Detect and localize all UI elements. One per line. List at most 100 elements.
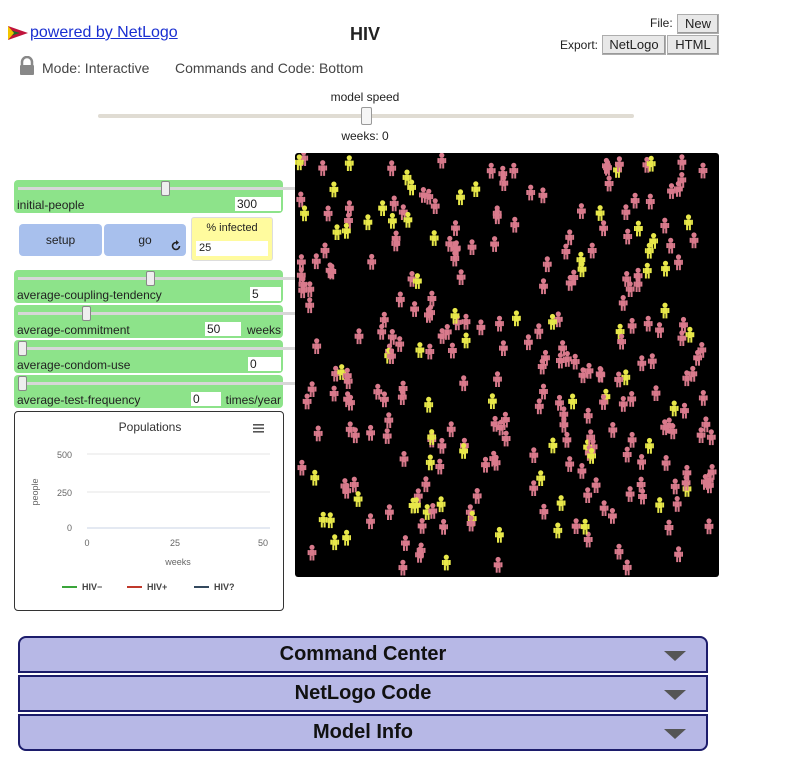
turtle-person (446, 421, 456, 438)
commands-position-toggle[interactable]: Commands and Code: Bottom (175, 60, 364, 76)
slider-handle[interactable] (161, 181, 171, 196)
model-info-panel[interactable]: Model Info (18, 714, 708, 751)
export-netlogo-button[interactable]: NetLogo (602, 35, 666, 55)
turtle-person (297, 254, 306, 270)
chevron-down-icon[interactable] (664, 690, 686, 700)
slider-average-test-frequency[interactable]: average-test-frequency 0 times/year (14, 375, 296, 408)
setup-button[interactable]: setup (19, 224, 102, 256)
netlogo-logo-icon (8, 26, 28, 40)
turtle-person (492, 208, 502, 225)
slider-handle[interactable] (18, 341, 27, 356)
turtle-person (450, 307, 460, 324)
new-button[interactable]: New (677, 14, 719, 34)
turtle-person (583, 407, 593, 424)
turtle-person (387, 160, 397, 177)
turtle-person (424, 396, 434, 413)
slider-handle[interactable] (82, 306, 91, 321)
turtle-person (630, 192, 640, 209)
legend-label[interactable]: HIV+ (147, 582, 167, 592)
slider-average-commitment[interactable]: average-commitment 50 weeks (14, 305, 296, 338)
slider-track[interactable] (18, 347, 296, 350)
turtle-person (649, 233, 658, 249)
turtle-person (318, 160, 328, 176)
turtle-person (596, 366, 606, 383)
turtle-person (685, 326, 695, 343)
turtle-person (305, 281, 315, 298)
slider-value[interactable]: 0 (191, 392, 221, 406)
chevron-down-icon[interactable] (664, 729, 686, 739)
turtle-person (382, 428, 392, 444)
turtle-person (354, 328, 364, 345)
turtle-person (509, 162, 519, 179)
turtle-person (461, 313, 471, 330)
turtle-person (332, 224, 342, 240)
slider-value[interactable]: 0 (248, 357, 281, 371)
slider-handle[interactable] (18, 376, 27, 391)
turtle-person (599, 220, 608, 237)
turtle-person (586, 429, 596, 445)
turtle-person (389, 195, 399, 212)
turtle-person (681, 474, 691, 491)
turtle-person (366, 513, 375, 530)
slider-initial-people[interactable]: initial-people 300 (14, 180, 296, 213)
turtle-person (388, 212, 397, 229)
turtle-person (325, 262, 335, 279)
slider-average-condom-use[interactable]: average-condom-use 0 (14, 340, 296, 373)
turtle-person (661, 260, 670, 277)
turtle-person (637, 355, 647, 372)
turtle-person (353, 491, 363, 507)
speed-slider-handle[interactable] (361, 107, 372, 125)
slider-label: initial-people (17, 198, 85, 212)
slider-unit: weeks (246, 323, 281, 337)
turtle-person (621, 204, 631, 220)
powered-by-netlogo-link[interactable]: powered by NetLogo (30, 24, 178, 41)
world-view[interactable] (295, 153, 719, 577)
turtle-person (704, 518, 714, 535)
turtle-person (669, 400, 679, 417)
slider-average-coupling-tendency[interactable]: average-coupling-tendency 5 (14, 270, 296, 303)
turtle-person (679, 316, 688, 333)
turtle-person (680, 402, 689, 419)
slider-track[interactable] (18, 187, 296, 190)
netlogo-code-panel[interactable]: NetLogo Code (18, 675, 708, 712)
slider-track[interactable] (18, 382, 296, 385)
legend-label[interactable]: HIV? (214, 582, 235, 592)
plot-svg: Populations 500 250 0 0 25 50 weeks peop… (30, 420, 270, 592)
command-center-panel[interactable]: Command Center (18, 636, 708, 673)
turtle-person (415, 342, 425, 358)
go-button[interactable]: go (104, 224, 186, 256)
turtle-person (510, 216, 520, 233)
lock-icon[interactable] (18, 56, 36, 76)
turtle-person (499, 340, 508, 356)
turtle-person (536, 470, 546, 486)
turtle-person (481, 456, 490, 473)
turtle-person (378, 200, 387, 216)
turtle-person (472, 488, 482, 504)
turtle-person (373, 383, 383, 400)
turtle-person (583, 487, 593, 503)
chevron-down-icon[interactable] (664, 651, 686, 661)
turtle-person (471, 181, 481, 197)
legend-label[interactable]: HIV− (82, 582, 102, 592)
turtle-person (674, 181, 683, 197)
turtle-person (615, 156, 624, 173)
turtle-person (548, 313, 557, 330)
slider-value[interactable]: 5 (250, 287, 281, 301)
slider-label: average-coupling-tendency (17, 288, 162, 302)
turtle-person (577, 203, 586, 219)
forever-icon (171, 240, 181, 251)
slider-track[interactable] (18, 312, 296, 315)
turtle-person (698, 390, 708, 406)
slider-value[interactable]: 50 (205, 322, 241, 336)
turtle-person (701, 474, 710, 490)
turtle-person (537, 358, 547, 375)
slider-track[interactable] (18, 277, 296, 280)
world-canvas[interactable] (295, 153, 719, 577)
turtle-person (425, 343, 435, 360)
hamburger-icon[interactable] (253, 424, 264, 433)
export-html-button[interactable]: HTML (667, 35, 719, 55)
legend: HIV− HIV+ HIV? (62, 582, 235, 592)
turtle-person (311, 253, 321, 270)
slider-handle[interactable] (146, 271, 155, 286)
slider-value[interactable]: 300 (235, 197, 281, 211)
